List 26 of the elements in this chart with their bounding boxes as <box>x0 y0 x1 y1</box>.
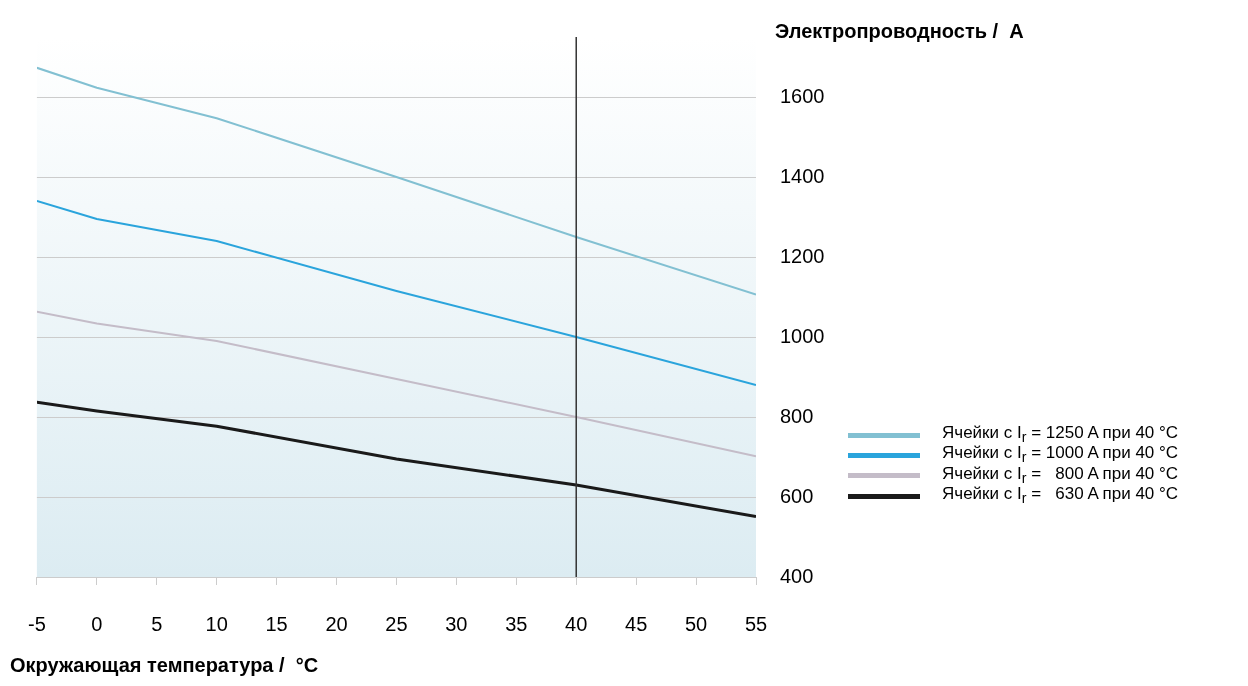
x-tick-label: 10 <box>205 612 228 635</box>
x-tick-label: 5 <box>151 612 163 635</box>
y-tick-label: 600 <box>780 484 814 507</box>
x-axis-title: Окружающая температура / °C <box>10 654 319 677</box>
x-tick-label: 25 <box>385 612 408 635</box>
legend-label: Ячейки с I$_{r}$ = 800 A при 40 °C <box>942 463 1179 487</box>
y-tick-label: 1400 <box>780 164 825 187</box>
y-tick-label: 1000 <box>780 324 825 347</box>
legend-label: Ячейки с I$_{r}$ = 630 A при 40 °C <box>942 484 1179 507</box>
x-tick-label: 15 <box>265 612 288 635</box>
x-tick-label: -5 <box>27 612 46 635</box>
y-tick-label: 400 <box>780 564 814 587</box>
y-axis-title: Электропроводность / A <box>775 20 1024 43</box>
legend-label: Ячейки с I$_{r}$ = 1000 A при 40 °C <box>942 443 1179 466</box>
x-tick-label: 35 <box>505 612 528 635</box>
legend-label: Ячейки с I$_{r}$ = 1250 A при 40 °C <box>942 423 1179 446</box>
x-tick-label: 30 <box>445 612 468 635</box>
y-tick-label: 1200 <box>780 244 825 267</box>
x-tick-label: 40 <box>565 612 588 635</box>
x-tick-label: 55 <box>744 612 768 635</box>
x-tick-label: 20 <box>325 612 348 635</box>
y-tick-label: 1600 <box>780 84 825 107</box>
x-tick-label: 45 <box>625 612 648 635</box>
x-tick-label: 50 <box>684 612 708 635</box>
y-tick-label: 800 <box>780 404 814 427</box>
x-tick-label: 0 <box>91 612 103 635</box>
